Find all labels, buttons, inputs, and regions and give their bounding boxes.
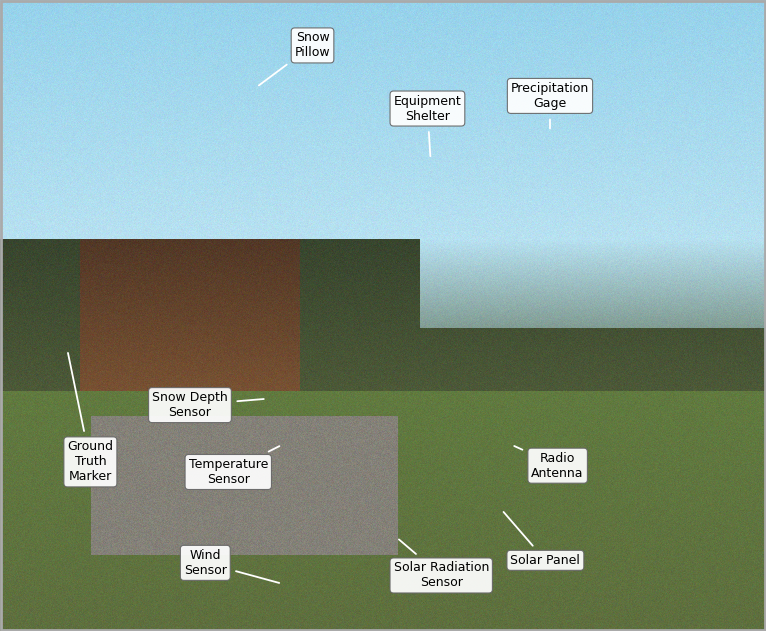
Text: Ground
Truth
Marker: Ground Truth Marker [67, 353, 113, 483]
Text: Solar Radiation
Sensor: Solar Radiation Sensor [394, 540, 489, 589]
Text: Snow
Pillow: Snow Pillow [259, 32, 330, 85]
Text: Snow Depth
Sensor: Snow Depth Sensor [152, 391, 264, 419]
Text: Solar Panel: Solar Panel [503, 512, 581, 567]
Text: Wind
Sensor: Wind Sensor [184, 549, 279, 583]
Text: Temperature
Sensor: Temperature Sensor [188, 446, 280, 486]
Text: Precipitation
Gage: Precipitation Gage [511, 82, 589, 129]
Text: Radio
Antenna: Radio Antenna [514, 446, 584, 480]
Text: Equipment
Shelter: Equipment Shelter [394, 95, 461, 156]
